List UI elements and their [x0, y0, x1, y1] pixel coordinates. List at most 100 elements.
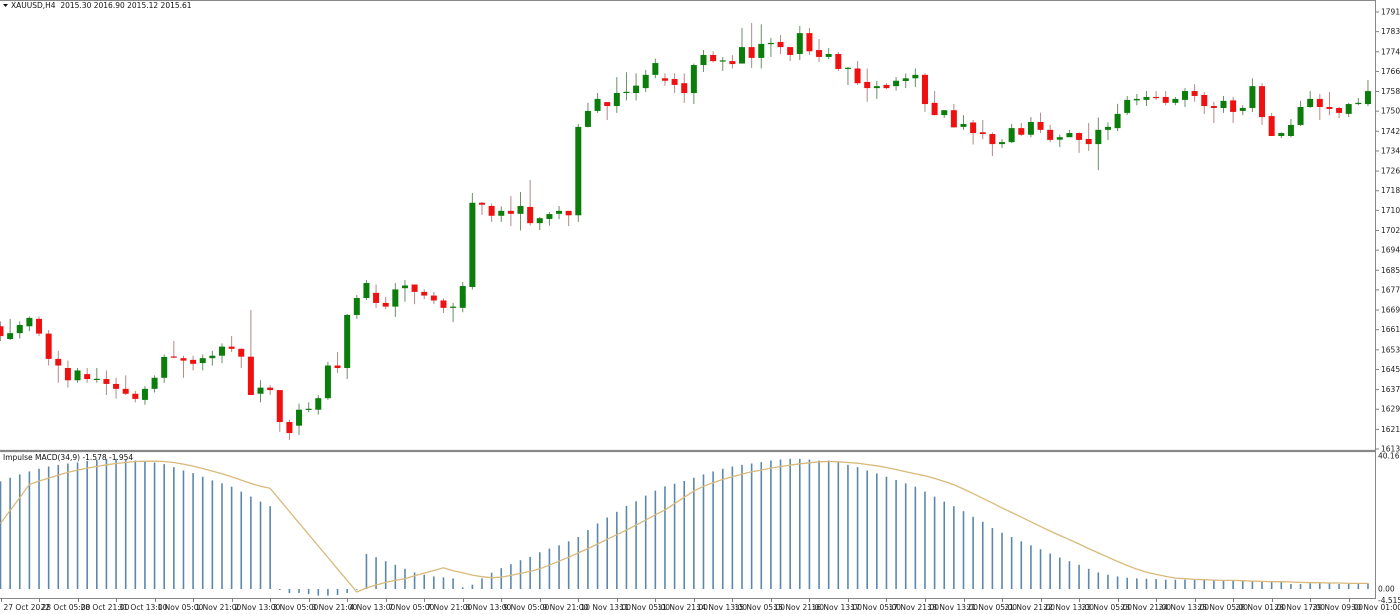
candle[interactable] — [247, 310, 254, 395]
candle[interactable] — [190, 355, 197, 371]
candle[interactable] — [835, 52, 842, 71]
candle[interactable] — [84, 367, 91, 383]
candle[interactable] — [777, 35, 784, 54]
candle[interactable] — [488, 203, 495, 222]
candle[interactable] — [1066, 129, 1073, 138]
candle[interactable] — [1230, 96, 1237, 123]
candle[interactable] — [180, 355, 187, 378]
candle[interactable] — [7, 318, 14, 340]
candle[interactable] — [941, 110, 948, 118]
candle[interactable] — [584, 102, 591, 128]
candle[interactable] — [103, 370, 110, 395]
candle[interactable] — [363, 280, 370, 300]
candle[interactable] — [1104, 122, 1111, 140]
candle[interactable] — [1095, 117, 1102, 171]
candle[interactable] — [1278, 132, 1285, 138]
candle[interactable] — [305, 402, 312, 413]
candle[interactable] — [334, 352, 341, 373]
candle[interactable] — [507, 196, 514, 227]
candle[interactable] — [421, 289, 428, 300]
candle[interactable] — [382, 296, 389, 310]
candle[interactable] — [912, 68, 919, 88]
candle[interactable] — [1153, 91, 1160, 100]
candle[interactable] — [74, 367, 81, 383]
candle[interactable] — [739, 27, 746, 64]
candle[interactable] — [1316, 93, 1323, 121]
candle[interactable] — [170, 340, 177, 359]
candle[interactable] — [440, 298, 447, 313]
candle[interactable] — [1133, 93, 1140, 106]
candle[interactable] — [1008, 123, 1015, 144]
candle[interactable] — [55, 350, 62, 383]
candle[interactable] — [748, 23, 755, 68]
candle[interactable] — [960, 115, 967, 130]
candle[interactable] — [401, 280, 408, 302]
candle[interactable] — [864, 68, 871, 102]
candle[interactable] — [844, 66, 851, 85]
candle[interactable] — [902, 73, 909, 89]
candle[interactable] — [257, 380, 264, 403]
price-axis[interactable]: 1791.00 1783.00 1774.80 1766.80 1758.60 1750.… — [1375, 8, 1400, 454]
candle[interactable] — [1027, 117, 1034, 138]
candle[interactable] — [690, 63, 697, 105]
candle[interactable] — [469, 192, 476, 290]
candle[interactable] — [1181, 88, 1188, 108]
candle[interactable] — [546, 212, 553, 226]
candle[interactable] — [1210, 101, 1217, 123]
candle[interactable] — [16, 321, 23, 339]
candle[interactable] — [787, 47, 794, 62]
candle[interactable] — [450, 302, 457, 323]
candle[interactable] — [1345, 102, 1352, 118]
candle[interactable] — [132, 390, 139, 403]
candle[interactable] — [1249, 78, 1256, 112]
candle[interactable] — [536, 216, 543, 231]
candle[interactable] — [286, 419, 293, 440]
candle[interactable] — [719, 56, 726, 71]
candle[interactable] — [710, 51, 717, 63]
candle[interactable] — [267, 385, 274, 395]
candle[interactable] — [556, 205, 563, 220]
candle[interactable] — [729, 55, 736, 69]
candle[interactable] — [276, 390, 283, 432]
candle[interactable] — [1037, 112, 1044, 134]
candle[interactable] — [1307, 91, 1314, 108]
candle[interactable] — [527, 179, 534, 226]
candle[interactable] — [93, 367, 100, 383]
candle[interactable] — [1056, 134, 1063, 148]
candle[interactable] — [0, 321, 4, 341]
candle[interactable] — [373, 284, 380, 308]
candle[interactable] — [1220, 95, 1227, 113]
candle[interactable] — [1124, 95, 1131, 116]
candle[interactable] — [151, 375, 158, 393]
candle[interactable] — [700, 50, 707, 72]
candle[interactable] — [1076, 132, 1083, 153]
candle[interactable] — [565, 210, 572, 227]
candle[interactable] — [228, 336, 235, 353]
candle[interactable] — [479, 202, 485, 216]
candle[interactable] — [344, 313, 351, 380]
candle[interactable] — [1268, 112, 1275, 136]
candle[interactable] — [652, 58, 659, 79]
candle[interactable] — [218, 343, 225, 364]
candle[interactable] — [1143, 91, 1150, 107]
candle[interactable] — [661, 73, 668, 86]
candle[interactable] — [671, 73, 678, 94]
candle[interactable] — [989, 132, 996, 157]
candle[interactable] — [623, 72, 630, 101]
triangle-down-icon[interactable] — [3, 4, 8, 7]
candle[interactable] — [1239, 105, 1246, 116]
candle[interactable] — [430, 291, 437, 305]
candle[interactable] — [1172, 96, 1179, 106]
candle[interactable] — [122, 375, 129, 395]
candle[interactable] — [796, 25, 803, 61]
candle[interactable] — [1114, 103, 1121, 132]
candle[interactable] — [1364, 80, 1371, 107]
candle[interactable] — [1085, 122, 1092, 151]
price-pane[interactable] — [0, 23, 1371, 440]
candle[interactable] — [26, 316, 33, 332]
candle[interactable] — [315, 394, 322, 415]
candle[interactable] — [999, 139, 1006, 149]
candle[interactable] — [931, 91, 938, 116]
candle[interactable] — [825, 48, 832, 60]
